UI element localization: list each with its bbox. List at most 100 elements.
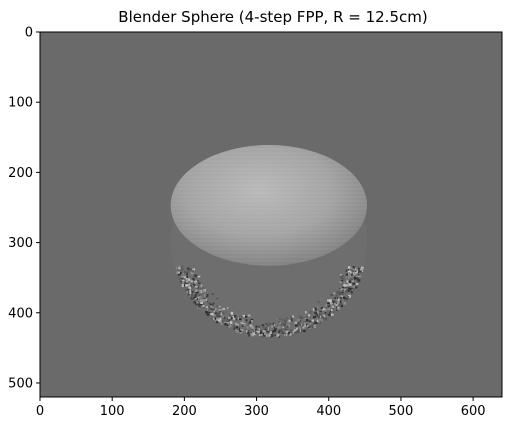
rim-texture-speck xyxy=(193,296,197,299)
rim-texture-speck xyxy=(202,300,205,303)
rim-texture-speck xyxy=(325,304,328,307)
rim-texture-speck xyxy=(216,315,220,318)
rim-texture-speck xyxy=(336,309,339,311)
rim-texture-speck xyxy=(229,324,232,327)
rim-texture-speck xyxy=(361,265,363,268)
rim-texture-speck xyxy=(272,322,275,325)
rim-texture-speck xyxy=(197,306,200,309)
rim-texture-speck xyxy=(357,267,360,271)
rim-texture-speck xyxy=(248,330,250,332)
rim-texture-speck xyxy=(288,331,290,335)
rim-texture-speck xyxy=(236,330,239,333)
rim-texture-speck xyxy=(355,270,359,273)
rim-texture-speck xyxy=(309,325,311,329)
rim-texture-speck xyxy=(198,296,202,299)
rim-texture-speck xyxy=(201,286,205,290)
rim-texture-speck xyxy=(240,329,244,331)
rim-texture-speck xyxy=(199,295,201,298)
rim-texture-speck xyxy=(335,304,338,307)
rim-texture-speck xyxy=(181,284,184,288)
rim-texture-speck xyxy=(186,280,189,283)
rim-texture-speck xyxy=(336,306,338,309)
rim-texture-speck xyxy=(345,274,348,277)
rim-texture-speck xyxy=(319,319,322,321)
rim-texture-speck xyxy=(186,288,190,291)
rim-texture-speck xyxy=(314,307,317,309)
rim-texture-speck xyxy=(246,331,250,334)
rim-texture-speck xyxy=(282,322,285,325)
rim-texture-speck xyxy=(357,274,360,276)
rim-texture-speck xyxy=(361,269,364,273)
rim-texture-speck xyxy=(337,293,341,296)
rim-texture-speck xyxy=(347,277,350,280)
rim-texture-speck xyxy=(344,290,348,293)
rim-texture-speck xyxy=(325,313,329,315)
rim-texture-speck xyxy=(325,318,327,320)
rim-texture-speck xyxy=(355,274,358,277)
rim-texture-speck xyxy=(235,326,239,329)
rim-texture-speck xyxy=(259,334,261,336)
rim-texture-speck xyxy=(265,330,268,332)
rim-texture-speck xyxy=(185,278,188,280)
rim-texture-speck xyxy=(348,278,352,282)
rim-texture-speck xyxy=(348,287,351,290)
rim-texture-speck xyxy=(198,282,201,285)
rim-texture-speck xyxy=(311,319,314,322)
rim-texture-speck xyxy=(251,326,254,329)
rim-texture-speck xyxy=(243,322,246,326)
rim-texture-speck xyxy=(220,321,223,325)
rim-texture-speck xyxy=(195,291,199,294)
rim-texture-speck xyxy=(215,320,219,324)
rim-texture-speck xyxy=(255,330,257,333)
rim-texture-speck xyxy=(327,299,330,302)
rim-texture-speck xyxy=(353,268,356,272)
rim-texture-speck xyxy=(202,306,206,309)
rim-texture-speck xyxy=(182,281,185,284)
rim-texture-speck xyxy=(292,315,295,318)
rim-texture-speck xyxy=(316,319,319,323)
rim-texture-speck xyxy=(183,282,186,284)
rim-texture-speck xyxy=(313,325,315,328)
rim-texture-speck xyxy=(312,319,314,322)
rim-texture-speck xyxy=(205,310,209,314)
rim-texture-speck xyxy=(323,318,326,322)
rim-texture-speck xyxy=(200,281,202,285)
rim-texture-speck xyxy=(340,288,344,291)
rim-texture-speck xyxy=(360,267,364,269)
rim-texture-speck xyxy=(237,317,240,320)
rim-texture-speck xyxy=(359,269,362,273)
rim-texture-speck xyxy=(192,283,196,287)
rim-texture-speck xyxy=(176,266,178,269)
rim-texture-speck xyxy=(224,322,227,326)
rim-texture-speck xyxy=(351,290,353,294)
rim-texture-speck xyxy=(248,322,252,326)
rim-texture-speck xyxy=(317,320,320,323)
rim-texture-speck xyxy=(341,274,345,278)
x-tick-label: 400 xyxy=(316,404,341,419)
rim-texture-speck xyxy=(226,324,229,326)
rim-texture-speck xyxy=(199,299,203,302)
rim-texture-speck xyxy=(185,283,187,287)
y-tick-label: 500 xyxy=(8,376,33,391)
rim-texture-speck xyxy=(302,329,306,333)
rim-texture-speck xyxy=(238,327,241,331)
rim-texture-speck xyxy=(185,286,187,290)
rim-texture-speck xyxy=(191,270,195,272)
rim-texture-speck xyxy=(220,312,223,316)
rim-texture-speck xyxy=(320,307,324,309)
rim-texture-speck xyxy=(271,332,274,336)
rim-texture-speck xyxy=(351,288,353,292)
rim-texture-speck xyxy=(202,305,205,307)
rim-texture-speck xyxy=(346,289,350,292)
rim-texture-speck xyxy=(191,287,193,290)
rim-texture-speck xyxy=(278,321,280,324)
rim-texture-speck xyxy=(264,328,267,331)
rim-texture-speck xyxy=(252,331,255,333)
rim-texture-speck xyxy=(212,312,214,315)
rim-texture-speck xyxy=(222,315,224,319)
rim-texture-speck xyxy=(307,325,310,329)
rim-texture-speck xyxy=(300,317,303,319)
rim-texture-speck xyxy=(299,320,302,322)
rim-texture-speck xyxy=(314,320,316,323)
rim-texture-speck xyxy=(273,324,276,327)
